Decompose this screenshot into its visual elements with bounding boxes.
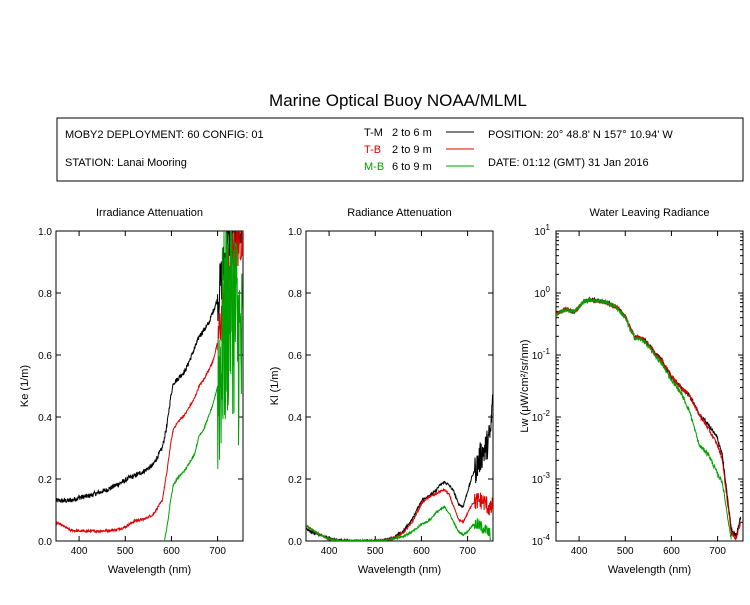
date-text: DATE: 01:12 (GMT) 31 Jan 2016 xyxy=(488,157,649,169)
y-tick-label: 101 xyxy=(534,223,550,238)
x-tick-label: 400 xyxy=(71,546,88,557)
series-line-m-b xyxy=(306,505,492,541)
plot-area xyxy=(55,230,244,542)
page-title: Marine Optical Buoy NOAA/MLML xyxy=(269,91,527,110)
x-tick-label: 600 xyxy=(163,546,180,557)
x-axis-label: Wavelength (nm) xyxy=(358,564,441,576)
y-tick-label: 0.8 xyxy=(288,289,302,300)
y-tick-base: 10 xyxy=(532,475,544,486)
y-tick-exponent: -2 xyxy=(543,409,551,418)
x-tick-label: 600 xyxy=(663,546,680,557)
y-tick-label: 0.0 xyxy=(38,537,52,548)
y-tick-exponent: 0 xyxy=(546,285,551,294)
x-tick-label: 500 xyxy=(367,546,384,557)
x-tick-label: 400 xyxy=(321,546,338,557)
legend-code-tb: T-B xyxy=(364,144,381,156)
x-tick-label: 700 xyxy=(459,546,476,557)
series-line-t-b xyxy=(56,231,243,535)
y-axis-label: Ke (1/m) xyxy=(19,365,31,407)
position-text: POSITION: 20° 48.8' N 157° 10.94' W xyxy=(488,129,673,141)
y-tick-base: 10 xyxy=(534,227,546,238)
series-line-m-b xyxy=(556,297,732,540)
y-tick-base: 10 xyxy=(532,351,544,362)
y-axis-label: Kl (1/m) xyxy=(269,367,281,406)
series-line-t-m xyxy=(556,296,742,538)
y-tick-exponent: -4 xyxy=(543,533,551,542)
x-tick-label: 700 xyxy=(209,546,226,557)
y-tick-label: 1.0 xyxy=(288,227,302,238)
y-tick-label: 0.2 xyxy=(38,475,52,486)
chart-panel-2: Radiance Attenuation Wavelength (nm) Kl (1… xyxy=(269,207,494,576)
chart-title: Radiance Attenuation xyxy=(347,207,452,219)
x-tick-label: 400 xyxy=(571,546,588,557)
series-line-t-b xyxy=(556,298,742,541)
chart-panels: Irradiance Attenuation Wavelength (nm) Ke … xyxy=(19,207,744,576)
chart-panel-3: Water Leaving Radiance Wavelength (nm) Lw … xyxy=(519,207,744,576)
x-axis-label: Wavelength (nm) xyxy=(108,564,191,576)
y-tick-base: 10 xyxy=(532,537,544,548)
y-tick-label: 1.0 xyxy=(38,227,52,238)
y-tick-exponent: 1 xyxy=(546,223,551,232)
y-tick-label: 0.6 xyxy=(38,351,52,362)
x-axis-label: Wavelength (nm) xyxy=(608,564,691,576)
y-tick-exponent: -1 xyxy=(543,347,551,356)
legend: T-M 2 to 6 m T-B 2 to 9 m M-B 6 to 9 m xyxy=(364,127,474,173)
x-tick-label: 600 xyxy=(413,546,430,557)
y-axis-label: Lw (μW/cm²/sr/nm) xyxy=(519,339,531,432)
y-tick-label: 10-1 xyxy=(532,347,551,362)
legend-code-mb: M-B xyxy=(364,161,384,173)
y-tick-label: 10-4 xyxy=(532,533,551,548)
chart-title: Irradiance Attenuation xyxy=(96,207,203,219)
legend-range-tb: 2 to 9 m xyxy=(392,144,432,156)
chart-title: Water Leaving Radiance xyxy=(589,207,709,219)
x-tick-label: 500 xyxy=(617,546,634,557)
y-tick-label: 100 xyxy=(534,285,550,300)
y-tick-label: 0.0 xyxy=(288,537,302,548)
station-text: STATION: Lanai Mooring xyxy=(65,157,187,169)
info-box xyxy=(56,117,744,182)
y-tick-exponent: -3 xyxy=(543,471,551,480)
y-tick-label: 0.4 xyxy=(288,413,302,424)
y-tick-base: 10 xyxy=(532,413,544,424)
x-tick-label: 500 xyxy=(117,546,134,557)
y-tick-label: 10-2 xyxy=(532,409,551,424)
y-tick-label: 0.8 xyxy=(38,289,52,300)
y-tick-label: 0.4 xyxy=(38,413,52,424)
plot-area xyxy=(305,230,494,542)
y-tick-label: 0.2 xyxy=(288,475,302,486)
x-tick-label: 700 xyxy=(709,546,726,557)
chart-panel-1: Irradiance Attenuation Wavelength (nm) Ke … xyxy=(19,207,244,576)
y-tick-base: 10 xyxy=(534,289,546,300)
legend-range-tm: 2 to 6 m xyxy=(392,127,432,139)
series-line-t-m xyxy=(56,231,243,504)
legend-code-tm: T-M xyxy=(364,127,383,139)
legend-range-mb: 6 to 9 m xyxy=(392,161,432,173)
plot-area xyxy=(555,230,744,542)
y-tick-label: 10-3 xyxy=(532,471,551,486)
deployment-text: MOBY2 DEPLOYMENT: 60 CONFIG: 01 xyxy=(65,129,264,141)
series-line-m-b xyxy=(164,231,243,541)
y-tick-label: 0.6 xyxy=(288,351,302,362)
